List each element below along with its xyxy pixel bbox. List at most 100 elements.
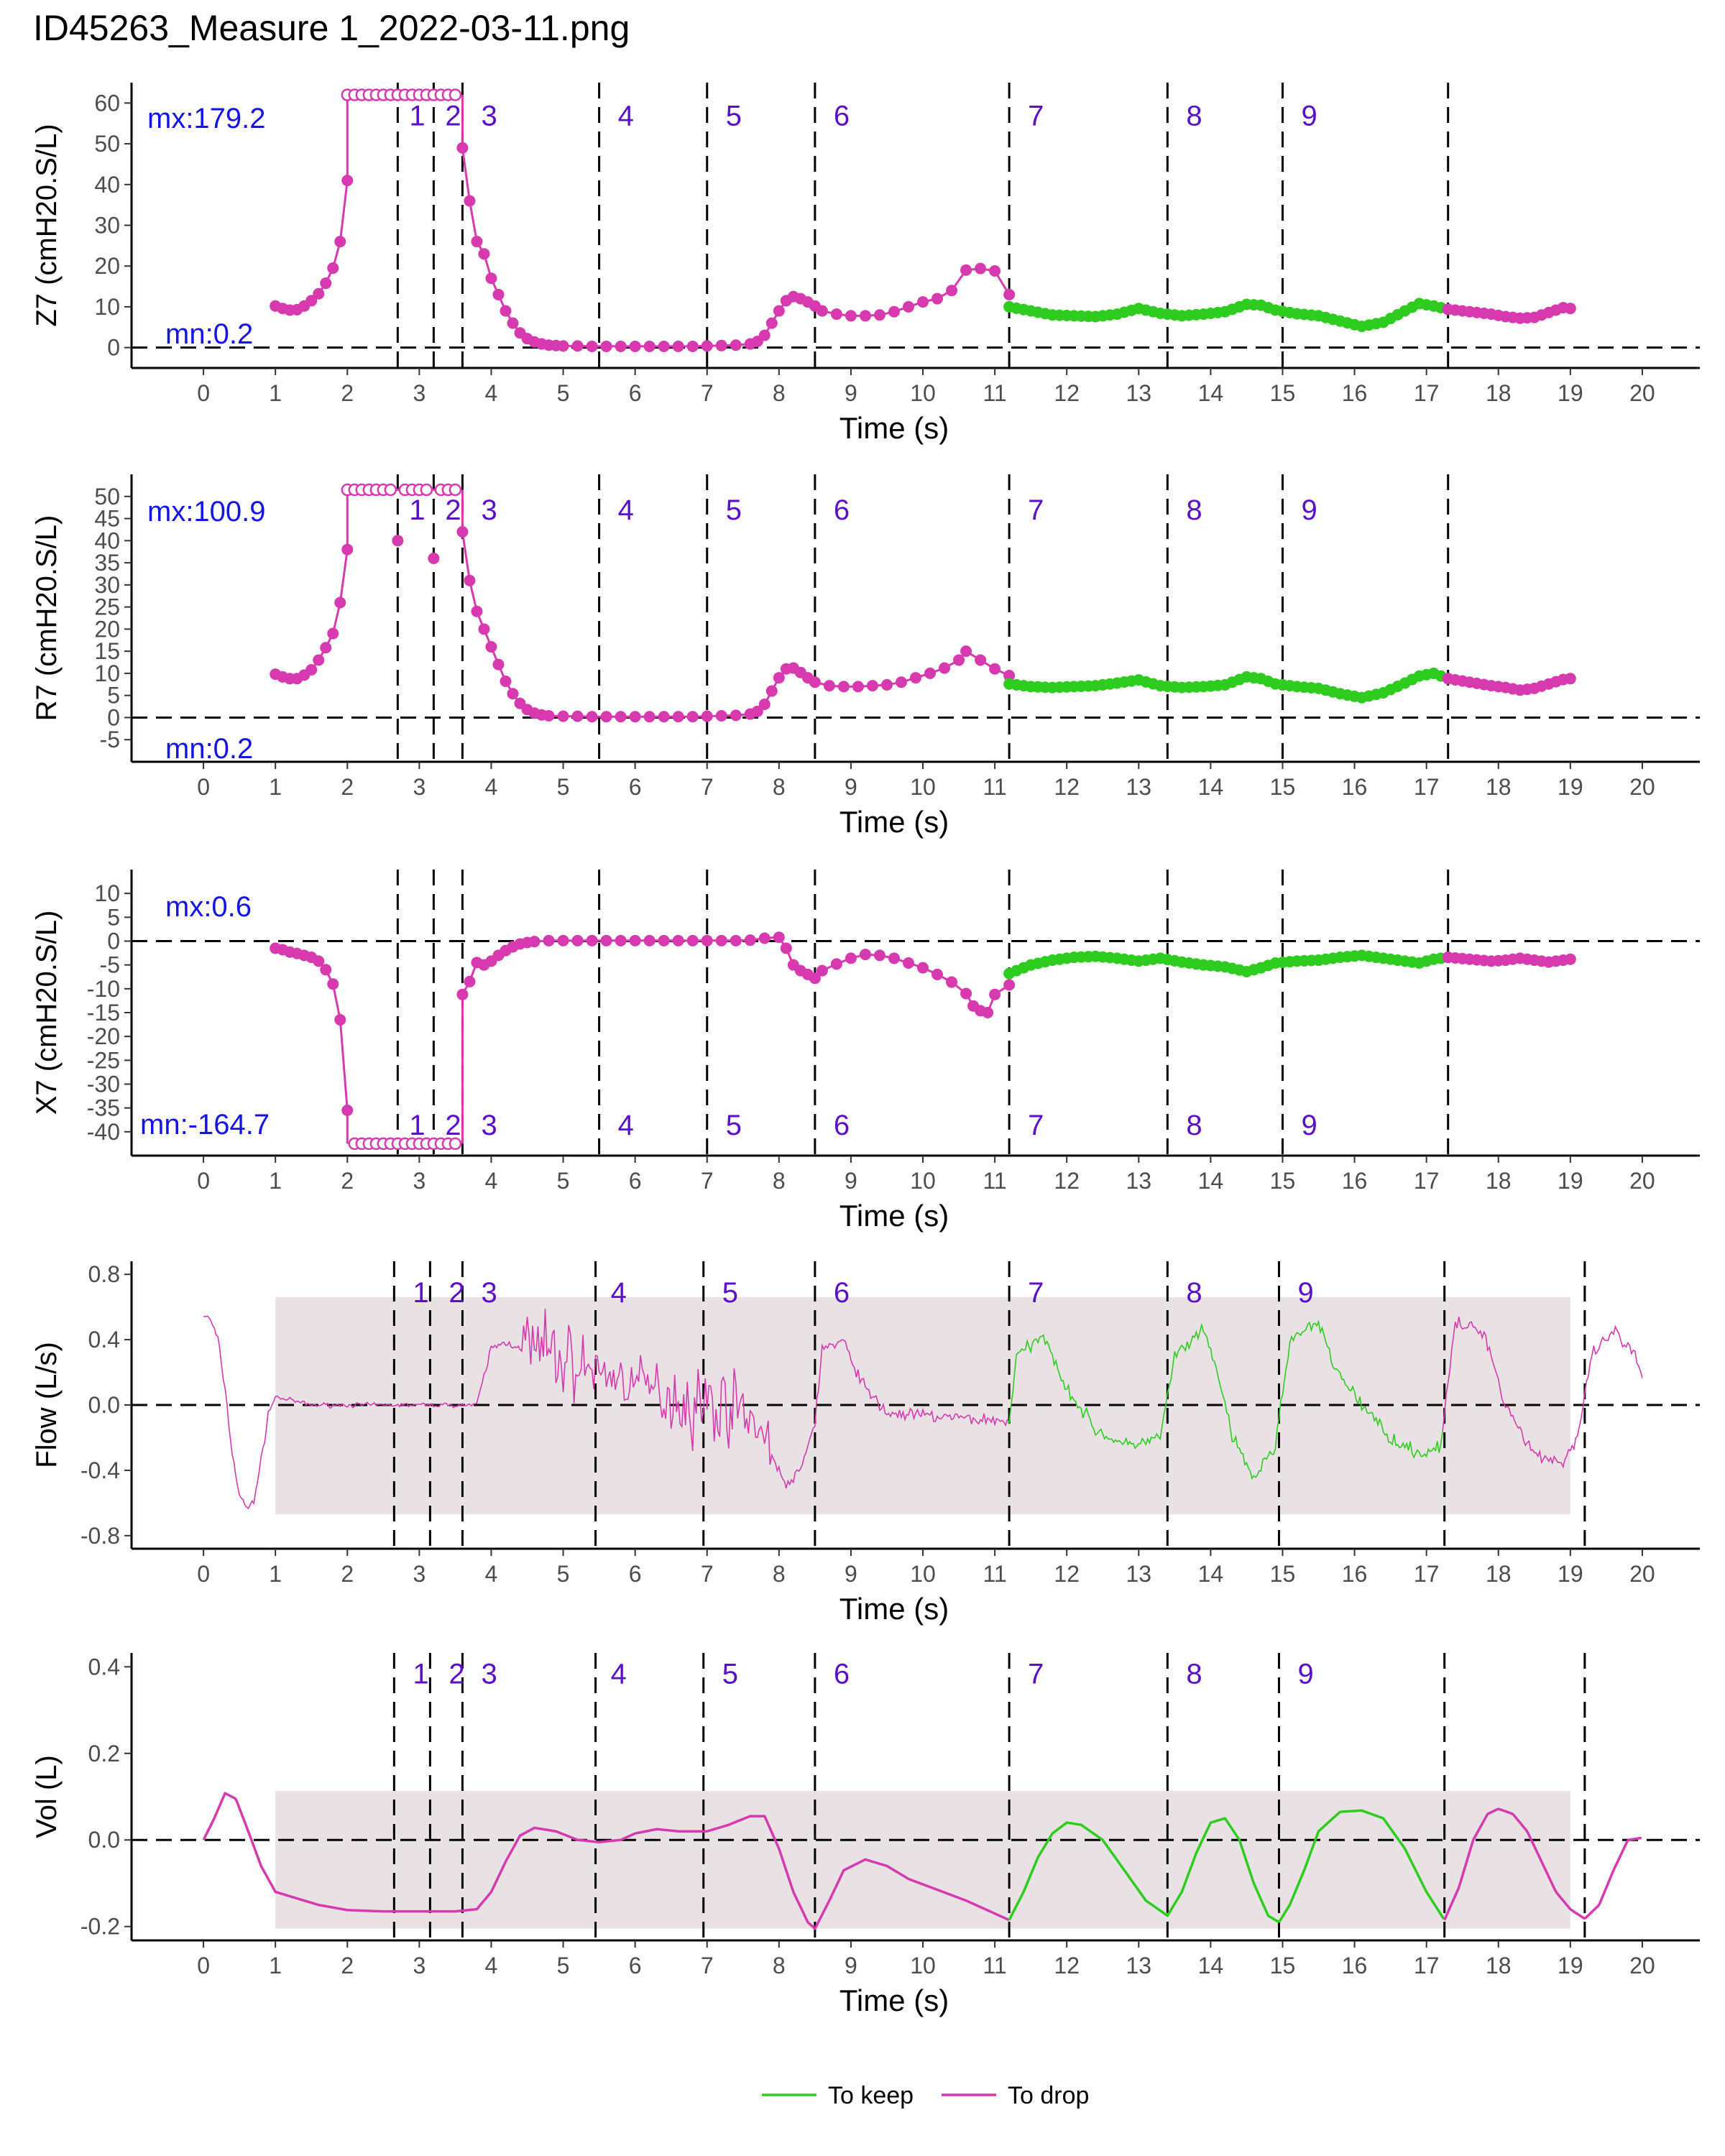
x-axis-title: Time (s): [840, 1199, 949, 1233]
data-point-drop: [500, 676, 512, 687]
data-point-drop: [456, 526, 469, 538]
x-tick-label: 8: [773, 774, 786, 800]
x-tick-label: 4: [485, 1168, 498, 1194]
chart-panel-z7: 0 1 2 3 4 5 6 7 8 9 10 11 12 13 14 15 16 17 18 19 2001020304…: [31, 83, 1700, 445]
data-point-drop: [866, 680, 878, 692]
segment-label: 6: [834, 1110, 850, 1141]
x-tick-label: 13: [1126, 1953, 1151, 1978]
data-point-drop: [543, 934, 555, 946]
data-point-drop: [615, 711, 627, 723]
segment-label: 2: [448, 1277, 464, 1309]
segment-label: 5: [722, 1658, 738, 1690]
data-point-drop: [1564, 303, 1576, 315]
data-point-drop: [1564, 953, 1576, 965]
segment-label: 1: [413, 1658, 428, 1690]
y-tick-label: 10: [94, 294, 120, 320]
y-tick-label: 0.8: [88, 1261, 120, 1287]
segment-label: 4: [618, 1110, 634, 1141]
data-point-drop: [586, 340, 598, 352]
x-tick-label: 8: [773, 1561, 786, 1587]
data-point-drop: [334, 236, 346, 248]
x-tick-label: 4: [485, 380, 498, 406]
data-point-drop: [305, 664, 318, 676]
x-tick-label: 9: [845, 1953, 857, 1978]
data-point-drop: [809, 972, 821, 985]
data-point-drop: [492, 658, 505, 671]
data-point-drop: [917, 962, 929, 974]
data-point-drop: [615, 934, 627, 946]
segment-label: 8: [1186, 494, 1202, 526]
data-point-drop: [730, 934, 742, 946]
data-point-drop: [758, 699, 770, 710]
x-tick-label: 6: [629, 1168, 642, 1194]
x-tick-label: 3: [413, 1953, 426, 1978]
data-point-drop: [809, 676, 821, 688]
y-tick-label: 5: [107, 904, 120, 930]
x-tick-label: 13: [1126, 1168, 1151, 1194]
x-tick-label: 15: [1270, 1168, 1296, 1194]
segment-label: 3: [481, 1110, 497, 1141]
data-point-drop: [672, 934, 684, 946]
data-point-drop: [982, 1007, 994, 1018]
x-tick-label: 19: [1558, 1561, 1583, 1587]
x-tick-label: 10: [910, 380, 936, 406]
data-point-drop: [960, 987, 972, 1000]
data-point-drop: [320, 642, 332, 654]
data-point-clipped: [448, 483, 462, 497]
data-point-drop: [305, 295, 318, 307]
max-stat-label: mx:100.9: [147, 496, 266, 528]
data-point-drop: [715, 710, 727, 722]
data-point-drop: [888, 305, 900, 318]
data-point-drop: [816, 964, 828, 977]
x-tick-label: 18: [1486, 1561, 1512, 1587]
data-point-drop: [507, 317, 519, 329]
segment-label: 4: [618, 100, 634, 132]
volume-series-keep: [1008, 1809, 1445, 1923]
y-tick-label: 10: [94, 660, 120, 686]
segment-label: 9: [1301, 100, 1317, 132]
x-tick-label: 11: [983, 774, 1006, 800]
x-tick-label: 13: [1126, 380, 1151, 406]
segment-label: 5: [726, 100, 742, 132]
data-point-drop: [615, 340, 627, 352]
x-tick-label: 19: [1558, 1953, 1583, 1978]
segment-label: 9: [1297, 1658, 1313, 1690]
x-tick-label: 6: [629, 1561, 642, 1587]
x-tick-label: 4: [485, 774, 498, 800]
data-point-drop: [902, 300, 914, 313]
data-point-drop: [859, 949, 871, 961]
data-point-drop: [1003, 979, 1016, 991]
data-point-drop: [485, 641, 497, 653]
x-tick-label: 10: [910, 1168, 936, 1194]
data-point-drop: [528, 936, 540, 948]
y-tick-label: 0: [107, 704, 120, 730]
y-tick-label: -0.8: [80, 1523, 120, 1549]
segment-label: 3: [481, 494, 497, 526]
data-point-drop: [586, 711, 598, 723]
x-tick-label: 8: [773, 1953, 786, 1978]
y-tick-label: 50: [94, 131, 120, 157]
data-point-drop: [643, 340, 656, 352]
y-tick-label: 0.4: [88, 1654, 120, 1680]
data-point-drop: [557, 340, 569, 352]
x-axis-title: Time (s): [840, 805, 949, 839]
data-point-drop: [873, 309, 886, 321]
segment-label: 9: [1301, 494, 1317, 526]
data-point-drop: [313, 654, 325, 666]
segment-label: 2: [445, 494, 461, 526]
data-point-drop: [478, 623, 490, 635]
y-tick-label: -15: [87, 1000, 120, 1026]
x-tick-label: 18: [1486, 774, 1512, 800]
segment-label: 6: [834, 494, 850, 526]
x-tick-label: 17: [1414, 774, 1440, 800]
segment-label: 1: [409, 494, 425, 526]
data-point-drop: [845, 310, 857, 322]
segment-label: 1: [409, 1110, 425, 1141]
segment-label: 1: [409, 100, 425, 132]
data-point-drop: [895, 676, 907, 688]
data-point-drop: [507, 688, 519, 700]
y-tick-label: -0.2: [80, 1914, 120, 1940]
x-axis-title: Time (s): [840, 411, 949, 445]
x-tick-label: 9: [845, 380, 857, 406]
x-tick-label: 9: [845, 774, 857, 800]
